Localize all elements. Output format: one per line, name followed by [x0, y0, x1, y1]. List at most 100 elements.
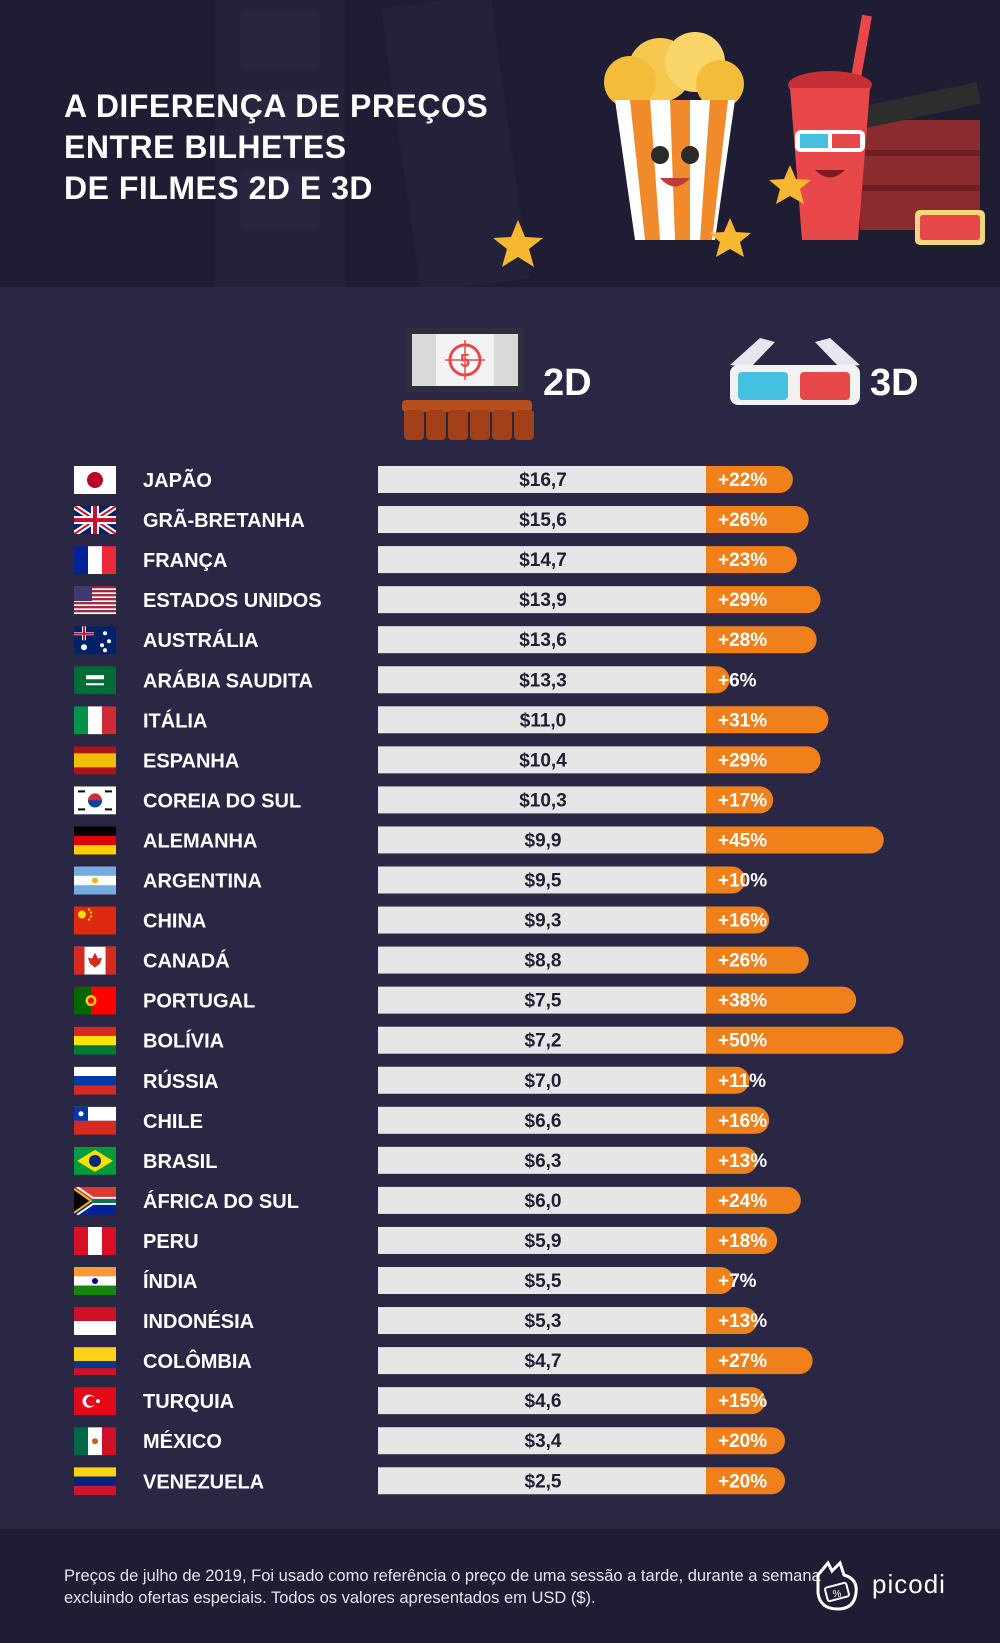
- percent-label-3d: +50%: [718, 1031, 767, 1052]
- percent-label-3d: +28%: [718, 630, 767, 651]
- table-row: TURQUIA $4,6 +15%: [74, 1387, 767, 1416]
- bar-3d: [706, 986, 857, 1014]
- table-row: ARÁBIA SAUDITA $13,3 +6%: [74, 666, 757, 695]
- percent-label-3d: +22%: [718, 470, 767, 491]
- price-label-2d: $7,0: [525, 1071, 562, 1092]
- footer: Preços de julho de 2019, Foi usado como …: [0, 1529, 1000, 1643]
- country-label: MÉXICO: [143, 1430, 222, 1453]
- price-label-2d: $10,4: [519, 750, 567, 771]
- price-label-2d: $7,5: [525, 991, 562, 1012]
- bar-3d: [706, 1347, 813, 1375]
- table-row: BRASIL $6,3 +13%: [74, 1146, 767, 1175]
- price-label-2d: $6,3: [525, 1151, 562, 1172]
- indonesia-flag-icon: [74, 1307, 116, 1336]
- country-label: ALEMANHA: [143, 830, 257, 852]
- bar-3d: [706, 466, 793, 493]
- price-label-2d: $5,3: [525, 1311, 562, 1332]
- price-label-2d: $4,7: [525, 1351, 562, 1372]
- header: A DIFERENÇA DE PREÇOS ENTRE BILHETES DE …: [0, 0, 1000, 287]
- table-row: FRANÇA $14,7 +23%: [74, 546, 797, 575]
- bar-2d: [378, 1106, 706, 1134]
- cinema-screen-icon: 5: [402, 328, 534, 440]
- table-row: PERU $5,9 +18%: [74, 1226, 778, 1255]
- table-row: CANADÁ $8,8 +26%: [74, 946, 809, 975]
- country-label: RÚSSIA: [143, 1069, 219, 1093]
- bar-2d: [378, 626, 706, 654]
- footnote: Preços de julho de 2019, Foi usado como …: [64, 1567, 821, 1607]
- country-label: PORTUGAL: [143, 991, 255, 1013]
- price-label-2d: $15,6: [519, 510, 567, 531]
- spain-flag-icon: [74, 746, 116, 775]
- table-row: COLÔMBIA $4,7 +27%: [74, 1347, 813, 1376]
- south-africa-flag-icon: [74, 1186, 116, 1215]
- price-label-2d: $13,9: [519, 590, 567, 611]
- bar-2d: [378, 1186, 706, 1214]
- table-row: ESPANHA $10,4 +29%: [74, 746, 821, 775]
- south-korea-flag-icon: [74, 786, 116, 815]
- price-label-2d: $7,2: [525, 1031, 562, 1052]
- price-chart: JAPÃO $16,7 +22% GRÃ-BRETANHA $15,6 +26% FRANÇ…: [74, 466, 904, 1496]
- title-line: A DIFERENÇA DE PREÇOS: [64, 88, 489, 124]
- bar-3d: [706, 906, 770, 934]
- table-row: COREIA DO SUL $10,3 +17%: [74, 786, 774, 815]
- china-flag-icon: [74, 906, 116, 935]
- bar-2d: [378, 1066, 706, 1094]
- page-title: A DIFERENÇA DE PREÇOS ENTRE BILHETES DE …: [64, 86, 584, 209]
- country-label: ARGENTINA: [143, 871, 262, 893]
- bar-3d: [706, 1427, 785, 1455]
- portugal-flag-icon: [74, 986, 116, 1015]
- bar-3d: [706, 706, 829, 734]
- percent-label-3d: +45%: [718, 830, 767, 851]
- picodi-logo-icon: %: [816, 1560, 858, 1611]
- 3d-glasses-icon: [730, 338, 860, 405]
- bar-2d: [378, 946, 706, 974]
- bolivia-flag-icon: [74, 1026, 116, 1055]
- column-label-2d: 2D: [543, 362, 592, 404]
- table-row: JAPÃO $16,7 +22%: [74, 466, 793, 494]
- country-label: FRANÇA: [143, 550, 227, 572]
- bar-3d: [706, 786, 774, 814]
- country-label: ITÁLIA: [143, 709, 207, 732]
- table-row: ÁFRICA DO SUL $6,0 +24%: [74, 1186, 801, 1215]
- country-label: ÍNDIA: [143, 1270, 197, 1293]
- bar-2d: [378, 866, 706, 894]
- bar-3d: [706, 626, 817, 654]
- table-row: MÉXICO $3,4 +20%: [74, 1427, 785, 1456]
- peru-flag-icon: [74, 1226, 116, 1255]
- argentina-flag-icon: [74, 866, 116, 895]
- percent-label-3d: +16%: [718, 1111, 767, 1132]
- bar-2d: [378, 466, 706, 493]
- bar-2d: [378, 506, 706, 534]
- country-label: CANADÁ: [143, 950, 230, 973]
- table-row: PORTUGAL $7,5 +38%: [74, 986, 857, 1015]
- percent-label-3d: +38%: [718, 991, 767, 1012]
- screen-number: 5: [460, 351, 470, 371]
- bar-2d: [378, 706, 706, 734]
- percent-label-3d: +27%: [718, 1351, 767, 1372]
- percent-label-3d: +16%: [718, 911, 767, 932]
- brand: % picodi: [810, 1557, 980, 1613]
- india-flag-icon: [74, 1267, 116, 1295]
- price-label-2d: $13,3: [519, 670, 567, 691]
- percent-label-3d: +26%: [718, 510, 767, 531]
- bar-2d: [378, 586, 706, 614]
- bar-3d: [706, 1267, 734, 1294]
- country-label: INDONÉSIA: [143, 1310, 254, 1333]
- colombia-flag-icon: [74, 1347, 116, 1376]
- price-label-2d: $6,6: [525, 1111, 562, 1132]
- percent-label-3d: +23%: [718, 550, 767, 571]
- russia-flag-icon: [74, 1066, 116, 1095]
- japan-flag-icon: [74, 466, 116, 494]
- bar-2d: [378, 1226, 706, 1254]
- soda-cup-icon: [788, 14, 872, 240]
- bar-2d: [378, 1427, 706, 1455]
- percent-label-3d: +31%: [718, 710, 767, 731]
- price-label-2d: $2,5: [525, 1471, 562, 1492]
- bar-3d: [706, 746, 821, 774]
- bar-2d: [378, 986, 706, 1014]
- bar-2d: [378, 1387, 706, 1415]
- bar-3d: [706, 586, 821, 614]
- price-label-2d: $3,4: [525, 1431, 562, 1452]
- table-row: ESTADOS UNIDOS $13,9 +29%: [74, 586, 821, 615]
- country-label: ARÁBIA SAUDITA: [143, 669, 313, 692]
